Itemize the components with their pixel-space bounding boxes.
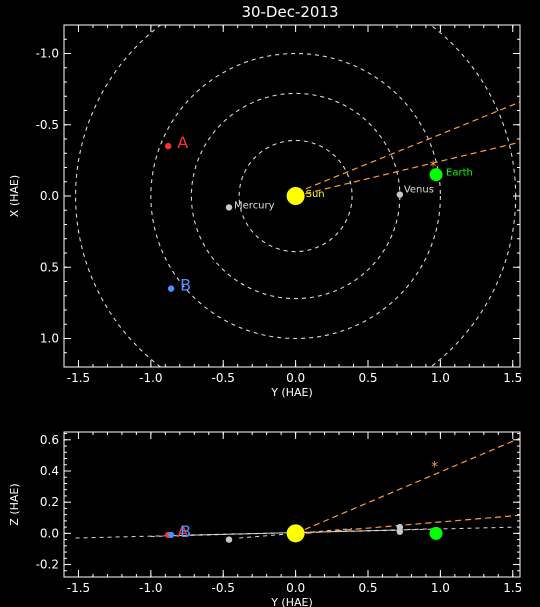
stereo-b-point (167, 531, 175, 539)
sun-point (286, 524, 305, 543)
y-axis-label: X (HAE) (8, 175, 21, 217)
y-tick-label: 1.0 (40, 332, 59, 346)
x-tick-label: -0.5 (212, 371, 235, 385)
stereo-b-point (167, 285, 175, 292)
y-tick-label: 0.2 (40, 495, 59, 509)
y-tick-label: -0.5 (36, 118, 59, 132)
orbit-circle (238, 139, 353, 253)
orbit-connector-line (305, 514, 520, 534)
stereo-a-label: A (177, 522, 188, 541)
x-tick-label: 0.5 (358, 371, 377, 385)
x-tick-label: 0.0 (286, 581, 305, 595)
orbit-circle (150, 52, 441, 340)
orbit-connector-line (305, 101, 520, 190)
orbit-line (75, 526, 516, 539)
x-tick-label: -1.5 (67, 371, 90, 385)
venus-label: Venus (404, 185, 434, 196)
y-axis-label: Z (HAE) (8, 483, 21, 525)
x-tick-label: 1.5 (503, 371, 522, 385)
y-tick-label: -0.2 (36, 558, 59, 572)
chart-title: 30-Dec-2013 (241, 3, 338, 21)
mercury-label: Mercury (234, 200, 275, 211)
x-tick-label: 1.0 (431, 371, 450, 385)
x-tick-label: -0.5 (212, 581, 235, 595)
mercury-point (225, 204, 233, 211)
stereo-b-label: B (180, 522, 191, 541)
x-tick-label: 1.5 (503, 581, 522, 595)
x-tick-label: 0.0 (286, 371, 305, 385)
y-tick-label: 0.0 (40, 526, 59, 540)
y-tick-label: 0.0 (40, 189, 59, 203)
y-tick-label: 0.4 (40, 464, 59, 478)
stereo-a-point (165, 142, 172, 150)
venus-2-point (396, 528, 404, 535)
x-tick-label: -1.5 (67, 581, 90, 595)
earth-label: Earth (446, 168, 473, 179)
x-tick-label: -1.0 (139, 581, 162, 595)
marker-star: * (430, 159, 437, 175)
top-view-panel: Sun Mercury Venus Earth A B * -1.5 -1.0 -0.5 0.0 0.… (8, 24, 522, 399)
x-axis-label: Y (HAE) (270, 596, 313, 607)
sun-label: Sun (306, 189, 325, 200)
side-view-panel: AB * -1.5 -1.0 -0.5 0.0 0.5 1.0 1.5 -0.2 0.0 0.2 0.4… (8, 431, 522, 607)
venus-point (396, 523, 404, 531)
y-tick-label: 0.6 (40, 433, 59, 447)
x-tick-label: 0.5 (358, 581, 377, 595)
x-tick-label: 1.0 (431, 581, 450, 595)
stereo-b-label: B (180, 276, 191, 295)
orbit-circle (75, 25, 517, 367)
y-tick-label: -1.0 (36, 47, 59, 61)
earth-point (429, 168, 443, 182)
venus-point (396, 191, 404, 198)
sun-point (286, 187, 305, 205)
plot-area: Sun Mercury Venus Earth A B * (75, 25, 520, 367)
marker-star: * (431, 459, 438, 475)
plot-area: AB * (75, 437, 520, 543)
mercury-point (225, 536, 233, 543)
x-axis-label: Y (HAE) (270, 386, 313, 399)
stereo-a-label: A (177, 133, 188, 152)
x-tick-label: -1.0 (139, 371, 162, 385)
earth-point (429, 526, 443, 540)
axes-frame (63, 431, 521, 578)
orbit-connector-line (295, 437, 520, 534)
y-tick-label: 0.5 (40, 260, 59, 274)
